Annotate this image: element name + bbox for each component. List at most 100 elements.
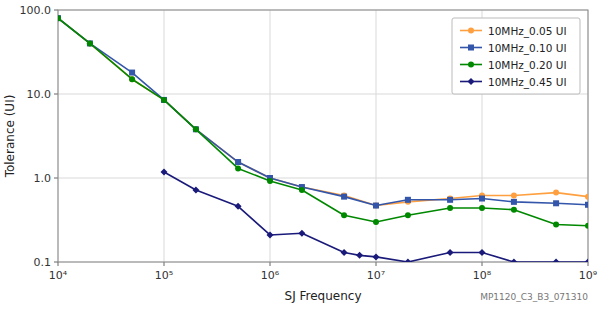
point <box>267 231 274 238</box>
point <box>373 203 379 209</box>
point <box>373 219 379 225</box>
point <box>356 252 363 259</box>
point <box>129 76 135 82</box>
point <box>479 196 485 202</box>
point <box>58 15 61 21</box>
legend-marker <box>468 28 474 34</box>
point <box>510 259 517 263</box>
point <box>235 159 241 165</box>
x-tick-label: 10⁴ <box>49 269 68 282</box>
annotation: MP1120_C3_B3_071310 <box>480 292 588 302</box>
point <box>447 197 453 203</box>
point <box>161 97 167 103</box>
data <box>58 15 588 262</box>
point <box>341 212 347 218</box>
point <box>553 200 559 206</box>
point <box>299 187 305 193</box>
point <box>129 76 135 82</box>
point <box>87 40 93 46</box>
point <box>553 221 559 227</box>
point <box>235 159 241 165</box>
legend-marker <box>468 62 474 68</box>
point <box>405 197 411 203</box>
point <box>479 249 486 256</box>
y-tick-label: 0.1 <box>34 256 52 269</box>
x-tick <box>588 262 589 266</box>
legend-marker <box>468 78 475 85</box>
point <box>585 259 589 263</box>
y-grid-line <box>58 178 588 179</box>
point <box>373 253 380 260</box>
series-line <box>58 18 588 205</box>
point <box>298 230 305 237</box>
series <box>58 15 588 229</box>
point <box>479 205 485 211</box>
y-tick <box>54 178 58 179</box>
point <box>235 203 242 210</box>
y-tick-label: 10.0 <box>27 88 52 101</box>
series-line <box>58 18 588 226</box>
x-tick <box>58 262 59 266</box>
x-tick-label: 10⁵ <box>155 269 173 282</box>
x-axis-label: SJ Frequency <box>285 289 362 303</box>
background <box>0 0 600 310</box>
plot-frame <box>58 10 588 262</box>
point <box>404 259 411 263</box>
point <box>87 40 93 46</box>
point <box>161 97 167 103</box>
legend-label: 10MHz_0.05 UI <box>488 25 567 38</box>
legend-label: 10MHz_0.10 UI <box>488 42 567 55</box>
x-tick-label: 10⁸ <box>473 269 492 282</box>
legend: 10MHz_0.05 UI10MHz_0.10 UI10MHz_0.20 UI1… <box>452 18 580 94</box>
series <box>58 15 588 208</box>
x-grid-line <box>164 10 165 262</box>
point <box>193 126 199 132</box>
point <box>511 207 517 213</box>
point <box>267 178 273 184</box>
x-tick <box>482 262 483 266</box>
point <box>193 126 199 132</box>
point <box>192 186 199 193</box>
point <box>341 194 347 200</box>
point <box>553 190 559 196</box>
point <box>129 70 135 76</box>
series <box>58 15 588 208</box>
chart: 10⁴ 10⁵ 10⁶ 10⁷ 10⁸ 10⁹ 0.1 1.0 10.0 100.0 SJ Freq… <box>0 0 600 310</box>
legend-label: 10MHz_0.45 UI <box>488 76 567 89</box>
point <box>161 97 167 103</box>
point <box>511 199 517 205</box>
y-tick <box>54 262 58 263</box>
point <box>447 249 454 256</box>
point <box>585 202 588 208</box>
y-tick <box>54 10 58 11</box>
point <box>585 194 588 200</box>
y-tick-label: 100.0 <box>20 4 52 17</box>
x-tick <box>376 262 377 266</box>
x-tick <box>164 262 165 266</box>
point <box>341 249 348 256</box>
y-tick <box>54 94 58 95</box>
point <box>235 165 241 171</box>
axes: 10⁴ 10⁵ 10⁶ 10⁷ 10⁸ 10⁹ 0.1 1.0 10.0 100.0 <box>20 4 598 282</box>
x-tick-label: 10⁷ <box>367 269 385 282</box>
point <box>553 259 560 263</box>
legend-frame <box>452 18 580 94</box>
legend-marker <box>468 45 474 51</box>
point <box>373 203 379 209</box>
y-axis-label: Tolerance (UI) <box>3 95 17 179</box>
x-tick-label: 10⁹ <box>579 269 597 282</box>
point <box>193 126 199 132</box>
series-line <box>58 18 588 205</box>
x-grid-line <box>270 10 271 262</box>
x-tick <box>270 262 271 266</box>
point <box>447 205 453 211</box>
y-tick-label: 1.0 <box>34 172 52 185</box>
series-line <box>164 172 588 262</box>
point <box>585 223 588 229</box>
series <box>161 168 589 262</box>
grid <box>58 10 588 262</box>
point <box>511 192 517 198</box>
point <box>161 168 168 175</box>
point <box>87 40 93 46</box>
x-tick-label: 10⁶ <box>261 269 280 282</box>
